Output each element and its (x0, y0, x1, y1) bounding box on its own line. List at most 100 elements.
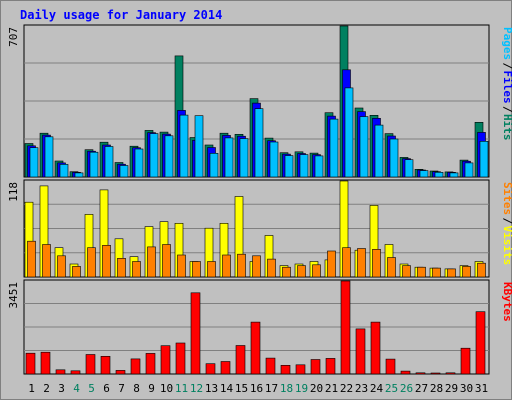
panel-top-label-separator: / (501, 106, 512, 113)
bar-sites-day-1 (27, 240, 36, 278)
bar-kbytes-day-11 (175, 342, 186, 375)
day-label-23: 23 (355, 382, 368, 395)
bar-sites-day-22 (342, 247, 351, 278)
panel-middle: 118 Sites /Visits (7, 179, 512, 278)
bar-kbytes-day-18 (280, 364, 291, 375)
bar-kbytes-day-13 (205, 363, 216, 375)
bar-pages-day-17 (269, 141, 279, 178)
bar-sites-day-17 (267, 258, 276, 278)
panel-top-legend-pages: Pages (501, 27, 512, 60)
bar-pages-day-18 (284, 155, 294, 178)
day-label-15: 15 (235, 382, 248, 395)
day-label-9: 9 (148, 382, 155, 395)
day-label-13: 13 (205, 382, 218, 395)
bar-pages-day-13 (209, 153, 219, 178)
day-label-14: 14 (220, 382, 234, 395)
bar-sites-day-24 (372, 249, 381, 278)
bar-kbytes-day-30 (460, 347, 471, 375)
day-label-21: 21 (325, 382, 338, 395)
bar-kbytes-day-8 (130, 358, 141, 375)
day-label-31: 31 (475, 382, 488, 395)
bar-kbytes-day-24 (370, 321, 381, 375)
day-label-19: 19 (295, 382, 308, 395)
bar-kbytes-day-12 (190, 292, 201, 375)
panel-top-label-separator: / (501, 63, 512, 70)
day-label-7: 7 (118, 382, 125, 395)
bar-sites-day-29 (447, 268, 456, 278)
day-label-20: 20 (310, 382, 323, 395)
bar-sites-day-25 (387, 257, 396, 278)
bar-pages-day-12 (194, 115, 204, 178)
bar-pages-day-10 (164, 135, 174, 178)
day-label-11: 11 (175, 382, 188, 395)
panel-top-legend-files: Files (501, 71, 512, 104)
day-label-1: 1 (28, 382, 35, 395)
bar-kbytes-day-19 (295, 364, 306, 375)
bar-pages-day-27 (419, 170, 429, 178)
panel-top-max-label: 707 (7, 27, 20, 47)
bar-sites-day-31 (477, 262, 486, 278)
panel-middle-legend-visits: Visits (501, 226, 512, 266)
bar-kbytes-day-7 (115, 370, 126, 375)
bar-sites-day-4 (72, 266, 81, 278)
day-label-3: 3 (58, 382, 65, 395)
bar-kbytes-day-28 (430, 372, 441, 375)
bar-sites-day-12 (192, 261, 201, 278)
day-label-25: 25 (385, 382, 398, 395)
bar-kbytes-day-26 (400, 370, 411, 375)
bar-sites-day-3 (57, 255, 66, 278)
bar-sites-day-23 (357, 248, 366, 278)
panel-bottom-legend-kbytes: KBytes (501, 282, 512, 322)
bar-sites-day-13 (207, 261, 216, 278)
day-label-30: 30 (460, 382, 473, 395)
bar-pages-day-24 (374, 124, 384, 178)
bar-kbytes-day-9 (145, 353, 156, 375)
bar-sites-day-9 (147, 246, 156, 278)
bar-pages-day-21 (329, 118, 339, 178)
day-label-24: 24 (370, 382, 384, 395)
bar-pages-day-8 (134, 148, 144, 178)
bar-sites-day-26 (402, 265, 411, 278)
panel-bottom-max-label: 3451 (7, 282, 20, 309)
bar-kbytes-day-31 (475, 311, 486, 375)
day-label-4: 4 (73, 382, 80, 395)
day-label-26: 26 (400, 382, 413, 395)
panel-middle-label-separator: / (501, 218, 512, 225)
bar-pages-day-16 (254, 108, 264, 178)
bar-sites-day-11 (177, 254, 186, 278)
bar-kbytes-day-15 (235, 345, 246, 375)
bar-kbytes-day-25 (385, 358, 396, 375)
bar-kbytes-day-22 (340, 280, 351, 375)
bar-pages-day-3 (59, 164, 69, 178)
bar-kbytes-day-5 (85, 354, 96, 375)
bar-sites-day-16 (252, 255, 261, 278)
bar-pages-day-22 (344, 87, 354, 178)
bar-kbytes-day-17 (265, 357, 276, 375)
bar-pages-day-2 (44, 136, 54, 178)
panel-middle-max-label: 118 (7, 182, 20, 202)
bar-pages-day-20 (314, 155, 324, 178)
bar-sites-day-21 (327, 250, 336, 278)
bar-sites-day-28 (432, 267, 441, 278)
day-label-5: 5 (88, 382, 95, 395)
bar-pages-day-19 (299, 154, 309, 178)
day-label-12: 12 (190, 382, 203, 395)
bar-kbytes-day-3 (55, 369, 66, 375)
bar-kbytes-day-2 (40, 351, 51, 375)
bar-sites-day-20 (312, 264, 321, 278)
bar-pages-day-25 (389, 138, 399, 178)
day-label-22: 22 (340, 382, 353, 395)
bar-pages-day-6 (104, 146, 114, 178)
bar-sites-day-15 (237, 253, 246, 278)
bar-pages-day-30 (464, 162, 474, 178)
bar-kbytes-day-10 (160, 345, 171, 375)
bar-kbytes-day-20 (310, 359, 321, 375)
bar-sites-day-19 (297, 265, 306, 278)
panel-bottom: 3451 KBytes (7, 279, 512, 375)
bar-pages-day-15 (239, 138, 249, 178)
bar-sites-day-2 (42, 244, 51, 278)
bar-pages-day-14 (224, 137, 234, 178)
bar-kbytes-day-23 (355, 328, 366, 375)
day-label-27: 27 (415, 382, 428, 395)
